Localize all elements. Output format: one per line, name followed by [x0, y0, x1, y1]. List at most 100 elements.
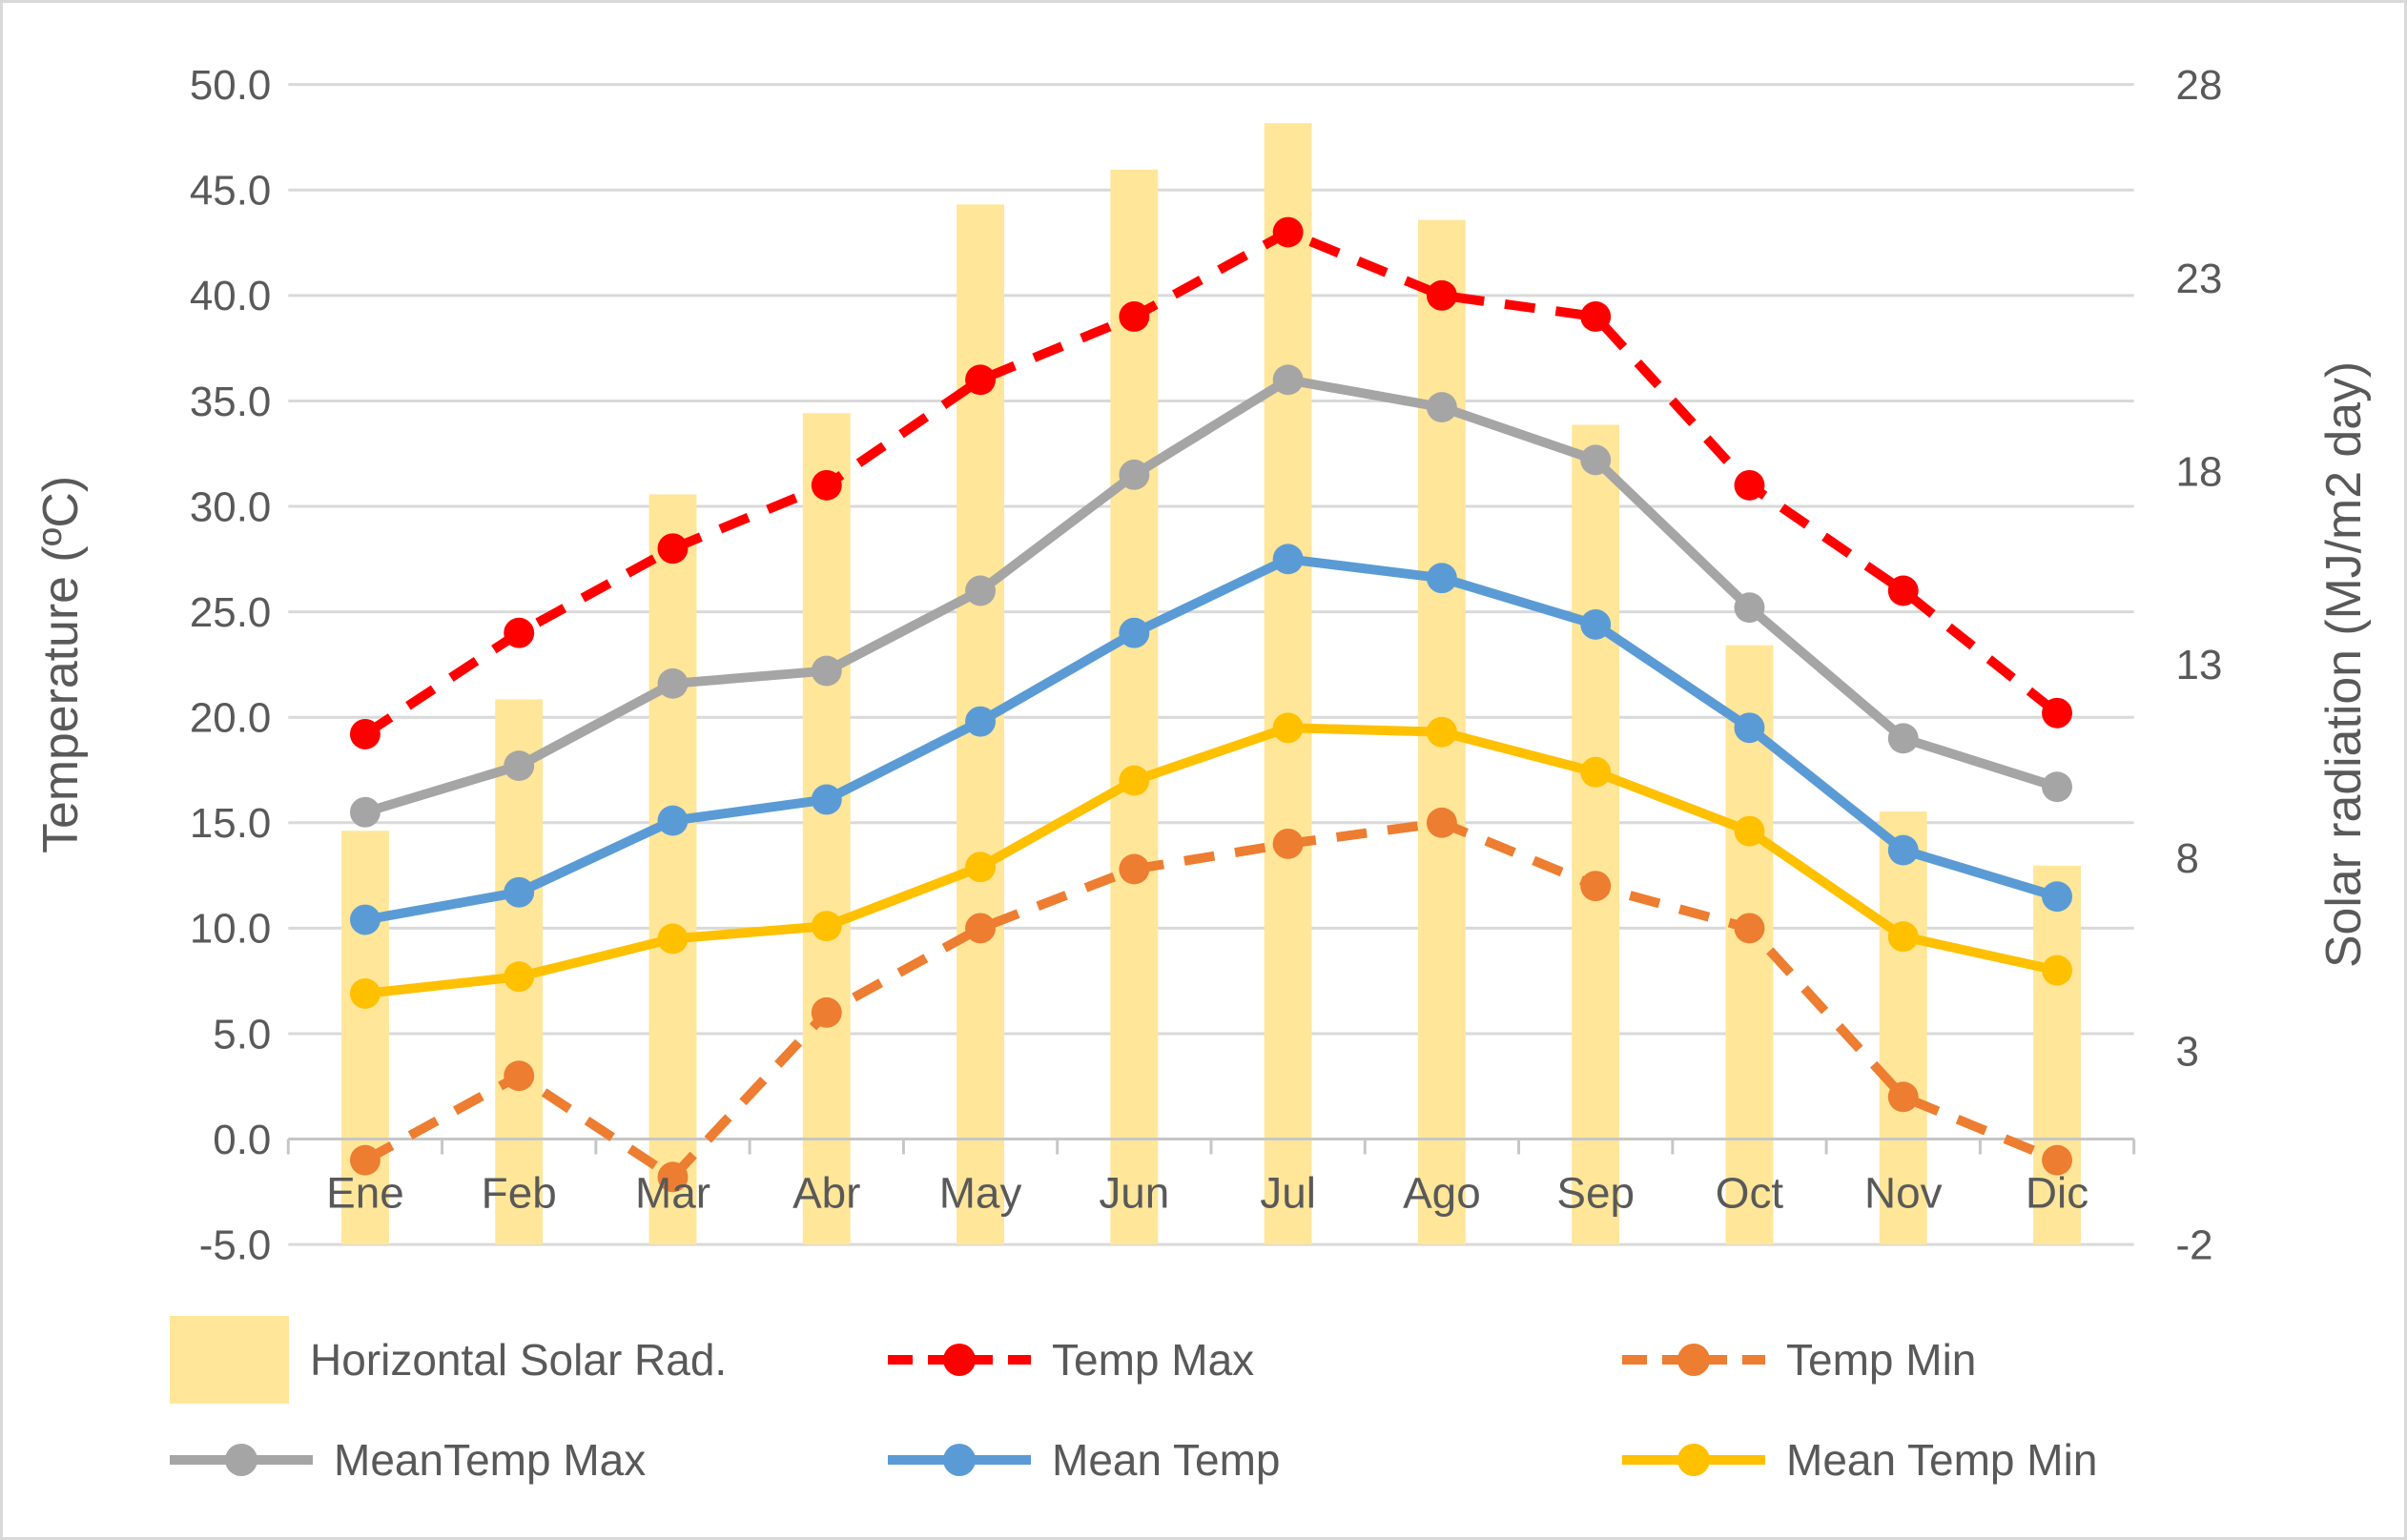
svg-text:Ago: Ago: [1403, 1167, 1481, 1217]
point-ago: [1426, 392, 1457, 423]
svg-text:May: May: [939, 1167, 1022, 1217]
bar-jun: [1110, 169, 1159, 1245]
point-nov: [1887, 921, 1919, 953]
svg-text:Sep: Sep: [1556, 1167, 1635, 1217]
legend-item-temp-max: Temp Max: [888, 1312, 1254, 1407]
point-feb: [504, 617, 535, 648]
point-mar: [657, 667, 689, 699]
point-may: [965, 913, 997, 944]
series-mean-temp: [349, 544, 2072, 935]
point-oct: [1734, 913, 1765, 944]
legend-item-horizontal-solar-rad: Horizontal Solar Rad.: [170, 1312, 727, 1407]
svg-text:Oct: Oct: [1716, 1167, 1784, 1217]
point-ago: [1426, 716, 1457, 748]
point-ene: [349, 904, 381, 935]
svg-text:23: 23: [2176, 256, 2223, 302]
svg-text:40.0: 40.0: [190, 273, 271, 319]
point-sep: [1580, 444, 1612, 476]
point-mar: [657, 1161, 689, 1193]
point-ene: [349, 796, 381, 828]
bar-nov: [1879, 811, 1927, 1245]
svg-text:28: 28: [2176, 62, 2223, 109]
svg-text:Feb: Feb: [482, 1167, 557, 1217]
point-mar: [657, 533, 689, 565]
left-axis-title: Temperature (ºC): [32, 476, 88, 853]
series-temp-min: [349, 807, 2072, 1193]
legend-label: Temp Min: [1786, 1335, 1977, 1385]
legend-swatch-dashed-line-icon: [1622, 1344, 1765, 1376]
point-mar: [657, 805, 689, 836]
svg-text:35.0: 35.0: [190, 379, 271, 425]
point-nov: [1887, 575, 1919, 606]
svg-text:8: 8: [2176, 835, 2199, 882]
category-axis: [286, 1138, 2136, 1155]
point-abr: [811, 911, 842, 942]
point-dic: [2042, 1144, 2072, 1176]
svg-text:-2: -2: [2176, 1222, 2213, 1269]
point-dic: [2042, 771, 2072, 803]
svg-text:Mar: Mar: [635, 1167, 710, 1217]
svg-text:Ene: Ene: [326, 1167, 404, 1217]
point-ago: [1426, 807, 1457, 838]
point-may: [965, 706, 997, 737]
point-ago: [1426, 279, 1457, 311]
svg-text:Dic: Dic: [2026, 1167, 2088, 1217]
point-jun: [1119, 765, 1150, 796]
point-ene: [349, 978, 381, 1009]
svg-text:Nov: Nov: [1864, 1167, 1943, 1217]
point-may: [965, 575, 997, 606]
svg-text:25.0: 25.0: [190, 589, 271, 636]
series-meantemp-max: [349, 364, 2072, 828]
point-sep: [1580, 608, 1612, 640]
point-sep: [1580, 756, 1612, 788]
bar-jul: [1264, 123, 1312, 1245]
svg-text:-5.0: -5.0: [199, 1222, 272, 1269]
point-ene: [349, 718, 381, 749]
point-jul: [1272, 828, 1304, 859]
svg-text:Jul: Jul: [1260, 1167, 1316, 1217]
point-jul: [1272, 712, 1304, 744]
legend-swatch-line-icon: [888, 1444, 1031, 1476]
point-oct: [1734, 712, 1765, 744]
point-oct: [1734, 592, 1765, 624]
bar-abr: [802, 413, 851, 1245]
svg-text:30.0: 30.0: [190, 483, 271, 530]
svg-text:18: 18: [2176, 449, 2223, 496]
svg-text:Jun: Jun: [1099, 1167, 1169, 1217]
point-mar: [657, 923, 689, 955]
series-temp-max: [349, 216, 2072, 749]
point-jul: [1272, 216, 1304, 248]
point-abr: [811, 996, 842, 1028]
legend-label: Temp Max: [1052, 1335, 1255, 1385]
svg-text:13: 13: [2176, 642, 2223, 688]
legend-swatch-line-icon: [170, 1444, 313, 1476]
legend-label: Mean Temp Min: [1786, 1435, 2098, 1485]
point-feb: [504, 876, 535, 908]
point-ene: [349, 1144, 381, 1176]
point-may: [965, 852, 997, 883]
point-nov: [1887, 834, 1919, 866]
gridlines: [288, 83, 2134, 1246]
point-nov: [1887, 723, 1919, 754]
point-may: [965, 364, 997, 396]
point-jun: [1119, 617, 1150, 648]
right-axis-title: Solar radiation (MJ/m2 day): [2315, 361, 2371, 968]
left-axis-tick-labels: 50.0 45.0 40.0 35.0 30.0 25.0 20.0 15.0 10.0 5.0 0…: [190, 62, 271, 1268]
point-oct: [1734, 469, 1765, 501]
legend-swatch-bar-icon: [170, 1316, 289, 1404]
point-dic: [2042, 955, 2072, 986]
svg-text:20.0: 20.0: [190, 695, 271, 742]
point-sep: [1580, 871, 1612, 902]
svg-text:10.0: 10.0: [190, 906, 271, 953]
chart-plot-area: 50.0 45.0 40.0 35.0 30.0 25.0 20.0 15.0 10.0 5.0 0…: [32, 62, 2371, 1268]
bar-sep: [1572, 424, 1620, 1245]
svg-text:5.0: 5.0: [213, 1011, 271, 1057]
right-axis-tick-labels: 28 23 18 13 8 3 -2: [2176, 62, 2223, 1268]
legend-item-temp-min: Temp Min: [1622, 1312, 1976, 1407]
legend-swatch-line-icon: [1622, 1444, 1765, 1476]
svg-text:45.0: 45.0: [190, 168, 271, 215]
bar-dic: [2033, 865, 2081, 1245]
point-abr: [811, 655, 842, 687]
bar-mar: [648, 494, 697, 1245]
